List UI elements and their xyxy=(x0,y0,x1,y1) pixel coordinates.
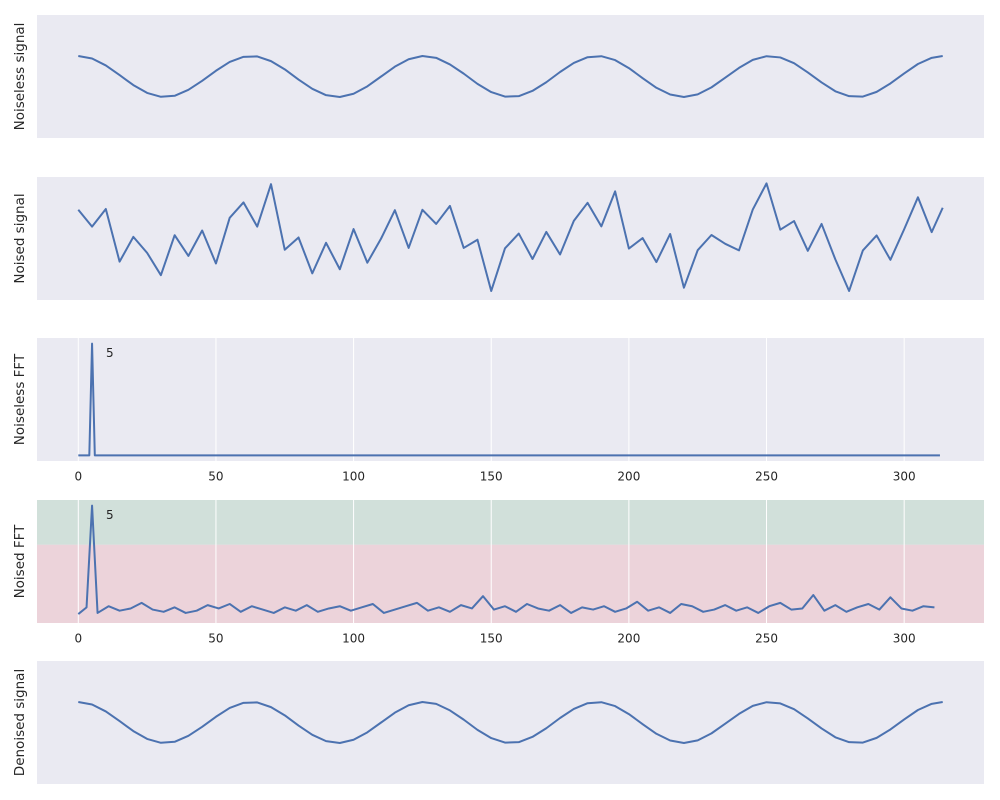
y-axis-label: Noised FFT xyxy=(12,524,28,599)
data-line xyxy=(77,182,944,292)
x-tick-label: 50 xyxy=(208,632,223,646)
y-axis-label: Denoised signal xyxy=(12,669,28,776)
x-tick-label: 0 xyxy=(74,632,82,646)
x-tick-label: 150 xyxy=(480,470,503,484)
above-threshold-band xyxy=(37,500,984,545)
x-tick-label: 150 xyxy=(480,632,503,646)
x-tick-label: 200 xyxy=(617,470,640,484)
x-tick-label: 100 xyxy=(342,632,365,646)
x-tick-label: 200 xyxy=(617,632,640,646)
data-line xyxy=(78,342,940,457)
plot-area xyxy=(77,182,944,292)
x-tick-label: 250 xyxy=(755,470,778,484)
plot-area xyxy=(77,504,935,615)
x-tick-label: 100 xyxy=(342,470,365,484)
plot-area xyxy=(78,55,943,98)
y-axis-label: Noiseless signal xyxy=(12,23,28,131)
x-tick-label: 250 xyxy=(755,632,778,646)
x-tick-label: 50 xyxy=(208,470,223,484)
plot-area xyxy=(78,701,943,744)
y-axis-label: Noiseless FFT xyxy=(12,353,28,445)
plot-background xyxy=(37,15,984,138)
y-axis-label: Noised signal xyxy=(12,193,28,283)
data-line xyxy=(78,701,943,744)
peak-annotation: 5 xyxy=(106,346,114,360)
plot-background xyxy=(37,177,984,300)
plot-background xyxy=(37,661,984,784)
below-threshold-band xyxy=(37,544,984,623)
data-line xyxy=(78,55,943,98)
x-tick-label: 300 xyxy=(893,632,916,646)
plot-background xyxy=(37,338,984,461)
data-line xyxy=(77,504,935,615)
peak-annotation: 5 xyxy=(106,508,114,522)
x-tick-label: 300 xyxy=(893,470,916,484)
plot-area xyxy=(78,342,940,457)
x-tick-label: 0 xyxy=(74,470,82,484)
